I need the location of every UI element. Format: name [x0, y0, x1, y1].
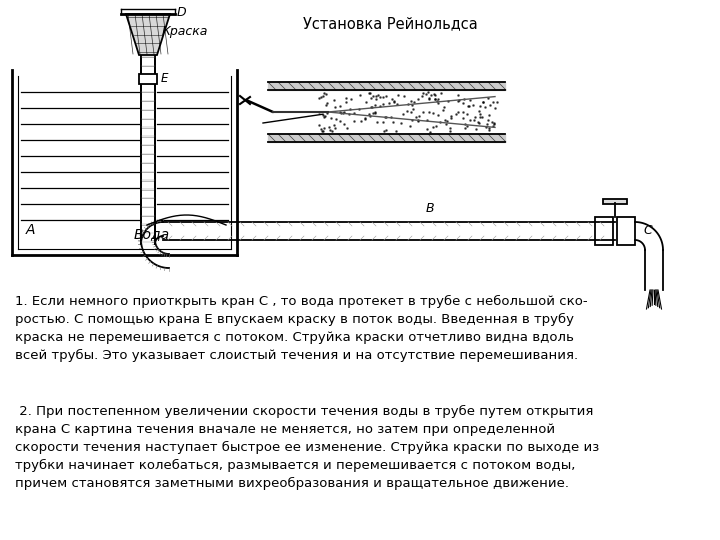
- Text: 2. При постепенном увеличении скорости течения воды в трубе путем открытия
крана: 2. При постепенном увеличении скорости т…: [15, 405, 599, 490]
- Text: Вода: Вода: [133, 227, 170, 241]
- Text: B: B: [426, 202, 434, 215]
- Text: Краска: Краска: [162, 24, 208, 37]
- Text: Установка Рейнольдса: Установка Рейнольдса: [302, 16, 477, 31]
- Bar: [603, 199, 627, 204]
- Polygon shape: [126, 14, 170, 55]
- Text: A: A: [26, 223, 35, 237]
- Text: C: C: [643, 225, 652, 238]
- Bar: [617, 217, 635, 245]
- Text: E: E: [161, 72, 168, 85]
- Text: 1. Если немного приоткрыть кран С , то вода протекет в трубе с небольшой ско-
ро: 1. Если немного приоткрыть кран С , то в…: [15, 295, 588, 362]
- Bar: [595, 217, 613, 245]
- Text: D: D: [177, 5, 186, 18]
- Bar: [139, 74, 157, 84]
